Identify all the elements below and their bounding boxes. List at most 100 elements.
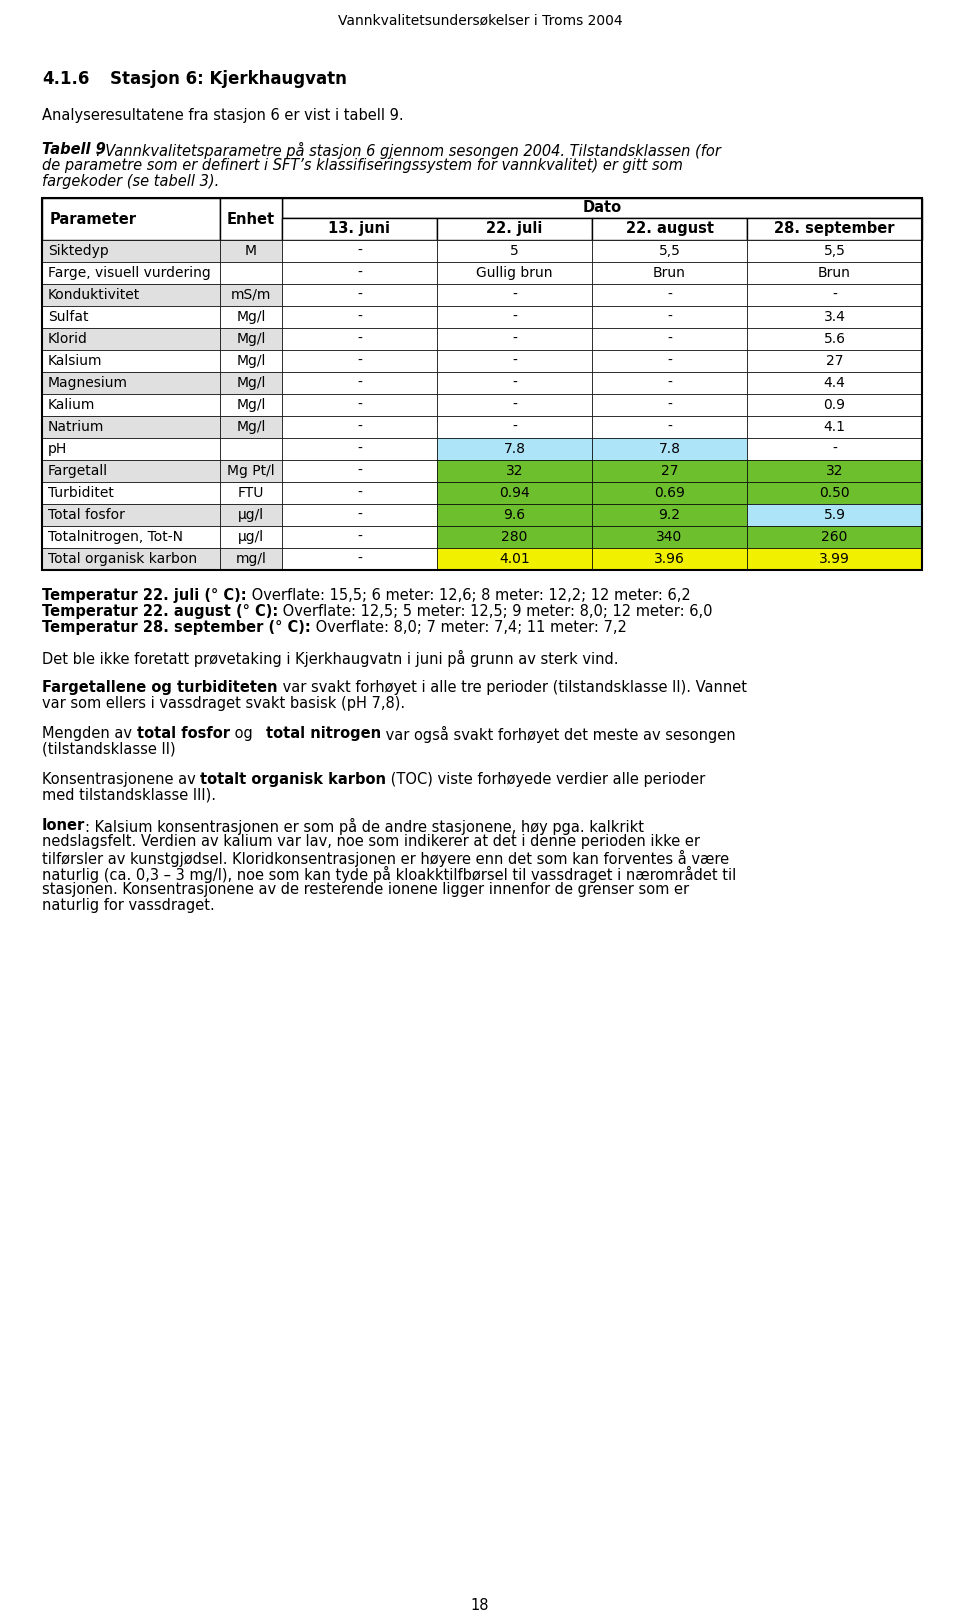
Text: 5,5: 5,5 bbox=[824, 244, 846, 259]
Text: -: - bbox=[667, 288, 672, 302]
Bar bbox=[42, 416, 220, 438]
Text: 5.6: 5.6 bbox=[824, 331, 846, 346]
Bar bbox=[592, 239, 747, 262]
Bar bbox=[220, 438, 282, 459]
Bar bbox=[437, 459, 592, 482]
Bar bbox=[282, 349, 437, 372]
Bar bbox=[282, 438, 437, 459]
Bar bbox=[282, 459, 437, 482]
Text: 340: 340 bbox=[657, 530, 683, 543]
Bar bbox=[437, 395, 592, 416]
Text: -: - bbox=[357, 398, 362, 412]
Bar bbox=[220, 349, 282, 372]
Text: -: - bbox=[357, 267, 362, 280]
Bar bbox=[747, 285, 922, 306]
Bar bbox=[42, 285, 220, 306]
Text: Brun: Brun bbox=[653, 267, 686, 280]
Text: FTU: FTU bbox=[238, 487, 264, 500]
Bar bbox=[282, 526, 437, 548]
Bar bbox=[747, 438, 922, 459]
Text: var også svakt forhøyet det meste av sesongen: var også svakt forhøyet det meste av ses… bbox=[381, 726, 736, 744]
Bar bbox=[42, 349, 220, 372]
Text: (tilstandsklasse II): (tilstandsklasse II) bbox=[42, 742, 176, 757]
Bar bbox=[42, 438, 220, 459]
Bar bbox=[42, 306, 220, 328]
Text: 0.69: 0.69 bbox=[654, 487, 684, 500]
Text: 7.8: 7.8 bbox=[659, 441, 681, 456]
Text: Mg/l: Mg/l bbox=[236, 354, 266, 369]
Bar bbox=[282, 505, 437, 526]
Text: Totalnitrogen, Tot-N: Totalnitrogen, Tot-N bbox=[48, 530, 183, 543]
Text: -: - bbox=[667, 310, 672, 323]
Text: 28. september: 28. september bbox=[775, 222, 895, 236]
Bar bbox=[42, 482, 220, 505]
Text: -: - bbox=[357, 331, 362, 346]
Bar bbox=[592, 349, 747, 372]
Text: Ioner: Ioner bbox=[42, 818, 85, 833]
Bar bbox=[437, 548, 592, 571]
Bar bbox=[747, 372, 922, 395]
Text: Total organisk karbon: Total organisk karbon bbox=[48, 551, 197, 566]
Text: -: - bbox=[357, 441, 362, 456]
Bar bbox=[220, 285, 282, 306]
Text: Konsentrasjonene av: Konsentrasjonene av bbox=[42, 771, 201, 787]
Bar bbox=[592, 505, 747, 526]
Text: -: - bbox=[667, 420, 672, 433]
Text: 0.9: 0.9 bbox=[824, 398, 846, 412]
Bar bbox=[282, 372, 437, 395]
Text: fargekoder (se tabell 3).: fargekoder (se tabell 3). bbox=[42, 175, 219, 189]
Bar bbox=[282, 218, 437, 239]
Text: -: - bbox=[512, 354, 516, 369]
Text: Temperatur 22. juli (° C):: Temperatur 22. juli (° C): bbox=[42, 589, 247, 603]
Text: totalt organisk karbon: totalt organisk karbon bbox=[201, 771, 386, 787]
Bar bbox=[592, 306, 747, 328]
Text: 280: 280 bbox=[501, 530, 528, 543]
Text: -: - bbox=[512, 420, 516, 433]
Text: Mg Pt/l: Mg Pt/l bbox=[228, 464, 275, 479]
Text: Dato: Dato bbox=[583, 201, 621, 215]
Text: Total fosfor: Total fosfor bbox=[48, 508, 125, 522]
Text: Mg/l: Mg/l bbox=[236, 331, 266, 346]
Bar bbox=[437, 416, 592, 438]
Bar bbox=[220, 239, 282, 262]
Bar bbox=[747, 239, 922, 262]
Text: -: - bbox=[667, 354, 672, 369]
Text: Analyseresultatene fra stasjon 6 er vist i tabell 9.: Analyseresultatene fra stasjon 6 er vist… bbox=[42, 108, 403, 123]
Text: 0.50: 0.50 bbox=[819, 487, 850, 500]
Bar bbox=[42, 239, 220, 262]
Text: 9.2: 9.2 bbox=[659, 508, 681, 522]
Bar bbox=[220, 306, 282, 328]
Text: 4.4: 4.4 bbox=[824, 377, 846, 390]
Text: Mengden av: Mengden av bbox=[42, 726, 136, 741]
Text: -: - bbox=[357, 530, 362, 543]
Text: 3.4: 3.4 bbox=[824, 310, 846, 323]
Text: var som ellers i vassdraget svakt basisk (pH 7,8).: var som ellers i vassdraget svakt basisk… bbox=[42, 695, 405, 711]
Bar bbox=[282, 328, 437, 349]
Bar bbox=[437, 328, 592, 349]
Bar bbox=[42, 526, 220, 548]
Text: stasjonen. Konsentrasjonene av de resterende ionene ligger innenfor de grenser s: stasjonen. Konsentrasjonene av de rester… bbox=[42, 881, 689, 897]
Text: -: - bbox=[832, 441, 837, 456]
Text: naturlig (ca. 0,3 – 3 mg/l), noe som kan tyde på kloakktilfbørsel til vassdraget: naturlig (ca. 0,3 – 3 mg/l), noe som kan… bbox=[42, 867, 736, 883]
Bar bbox=[282, 416, 437, 438]
Bar bbox=[437, 372, 592, 395]
Bar bbox=[42, 548, 220, 571]
Text: 18: 18 bbox=[470, 1598, 490, 1614]
Text: : Kalsium konsentrasjonen er som på de andre stasjonene, høy pga. kalkrikt: : Kalsium konsentrasjonen er som på de a… bbox=[85, 818, 644, 834]
Text: Temperatur 22. august (° C):: Temperatur 22. august (° C): bbox=[42, 605, 278, 619]
Bar bbox=[437, 306, 592, 328]
Bar bbox=[747, 262, 922, 285]
Text: μg/l: μg/l bbox=[238, 508, 264, 522]
Text: Klorid: Klorid bbox=[48, 331, 88, 346]
Text: Fargetallene og turbiditeten: Fargetallene og turbiditeten bbox=[42, 681, 277, 695]
Bar bbox=[747, 505, 922, 526]
Text: Stasjon 6: Kjerkhaugvatn: Stasjon 6: Kjerkhaugvatn bbox=[110, 70, 347, 87]
Bar bbox=[437, 239, 592, 262]
Bar bbox=[220, 262, 282, 285]
Bar bbox=[437, 349, 592, 372]
Text: 9.6: 9.6 bbox=[503, 508, 525, 522]
Text: Overflate: 8,0; 7 meter: 7,4; 11 meter: 7,2: Overflate: 8,0; 7 meter: 7,4; 11 meter: … bbox=[311, 619, 627, 635]
Bar bbox=[437, 218, 592, 239]
Text: 3.99: 3.99 bbox=[819, 551, 850, 566]
Text: 7.8: 7.8 bbox=[503, 441, 525, 456]
